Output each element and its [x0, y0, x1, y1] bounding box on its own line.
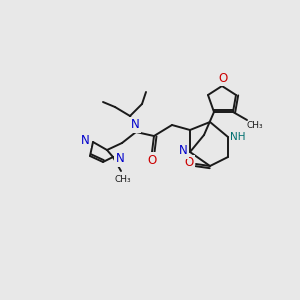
Text: CH₃: CH₃: [247, 122, 263, 130]
Text: CH₃: CH₃: [115, 175, 131, 184]
Text: N: N: [81, 134, 89, 146]
Text: O: O: [184, 157, 194, 169]
Text: N: N: [130, 118, 140, 131]
Text: O: O: [218, 71, 228, 85]
Text: N: N: [116, 152, 124, 166]
Text: O: O: [147, 154, 157, 166]
Text: N: N: [178, 145, 188, 158]
Text: NH: NH: [230, 132, 246, 142]
